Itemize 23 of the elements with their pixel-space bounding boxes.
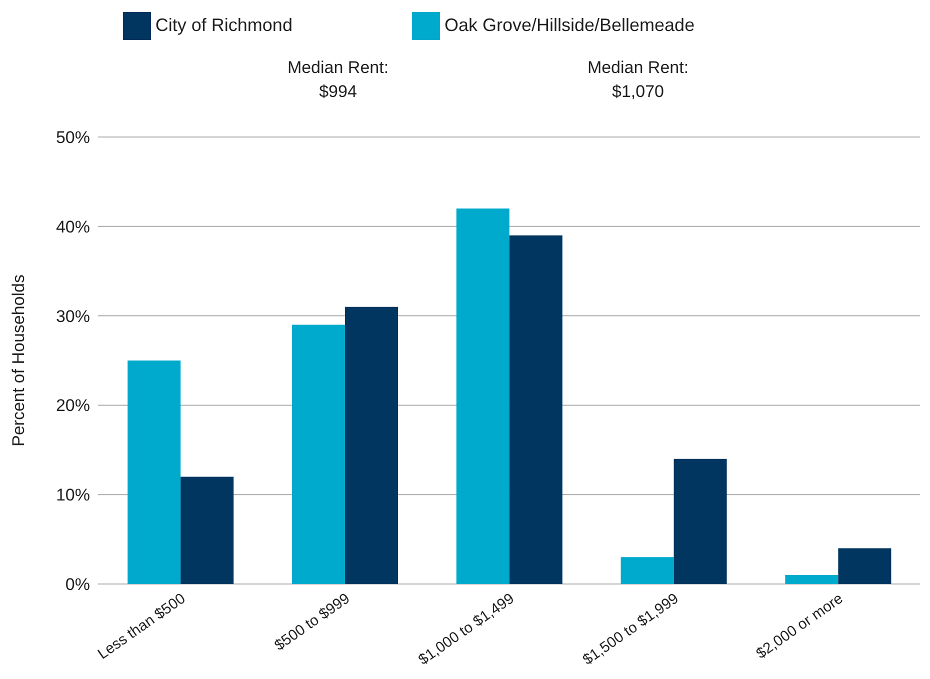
bar — [509, 235, 562, 584]
y-tick-label: 50% — [56, 128, 90, 148]
bar — [128, 360, 181, 584]
bar — [838, 548, 892, 584]
y-axis-title: Percent of Households — [9, 274, 28, 446]
legend-label: City of Richmond — [155, 14, 292, 35]
y-tick-label: 10% — [56, 486, 90, 505]
bar — [456, 208, 510, 584]
y-tick-label: 0% — [65, 575, 90, 594]
y-tick-label: 20% — [56, 396, 90, 416]
y-tick-label: 40% — [56, 217, 90, 236]
bar — [785, 575, 838, 584]
y-tick-label: 30% — [56, 306, 90, 326]
bar — [180, 476, 234, 584]
bar — [674, 458, 727, 584]
x-tick-label: Less than $500 — [94, 590, 189, 663]
bar — [292, 324, 345, 584]
x-tick-label: $500 to $999 — [272, 590, 354, 654]
text: Median Rent: $994 — [286, 57, 390, 103]
bar — [620, 557, 674, 584]
bar — [344, 306, 398, 584]
text: Median Rent: $1,070 — [586, 57, 690, 103]
legend-label: Oak Grove/Hillside/Bellemeade — [444, 14, 695, 35]
